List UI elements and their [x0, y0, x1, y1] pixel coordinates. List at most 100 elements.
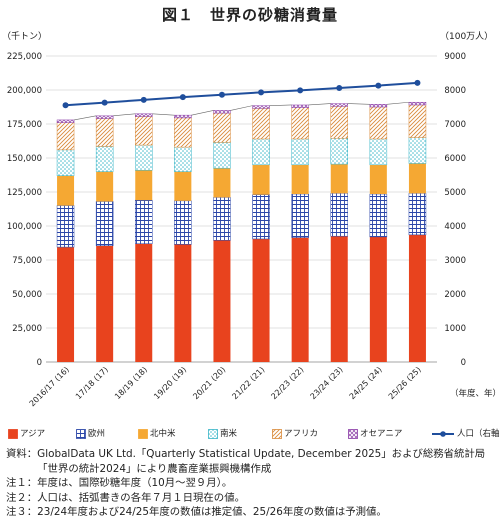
legend-label: アジア [20, 429, 46, 439]
right-tick-label: 1000 [444, 324, 466, 334]
total-connector-line [386, 101, 409, 105]
bar-segment-1-4 [213, 197, 231, 241]
stacked-bars [56, 101, 427, 362]
bar-segment-0-4 [213, 240, 231, 362]
total-connector-line [73, 115, 97, 121]
note-row: 注２： 人口は、括弧書きの各年７月１日現在の値。 [6, 491, 496, 506]
total-connector-line [269, 104, 292, 106]
note-key: 注１： [6, 477, 38, 490]
bar-segment-3-0 [56, 149, 75, 176]
note-text: 年度は、国際砂糖年度（10月～翌９月）。 [37, 477, 233, 490]
bar-segment-0-2 [135, 243, 153, 362]
note-text: GlobalData UK Ltd.「Quarterly Statistical… [37, 448, 486, 475]
right-tick-label: 4000 [444, 222, 466, 232]
right-tick-label: 3000 [444, 256, 466, 266]
right-tick-label: 0 [461, 358, 466, 368]
population-point [101, 99, 108, 106]
population-point [375, 82, 382, 89]
bar-segment-4-7 [330, 106, 348, 139]
bar-segment-4-8 [369, 106, 388, 140]
total-connector-line [191, 110, 214, 116]
bar-segment-5-5 [252, 105, 270, 109]
bar-segment-2-5 [252, 164, 270, 195]
note-key: 注３： [6, 506, 38, 519]
bar-segment-3-3 [174, 146, 192, 172]
population-line [65, 81, 418, 107]
population-point [336, 84, 343, 91]
legend-label: 北中米 [150, 429, 176, 439]
legend-swatch [348, 429, 358, 439]
population-point [297, 87, 304, 94]
bar-segment-0-1 [96, 245, 114, 362]
bar-segment-5-2 [135, 113, 153, 117]
bar-segment-1-7 [330, 193, 348, 237]
note-row: 注１： 年度は、国際砂糖年度（10月～翌９月）。 [6, 476, 496, 491]
population-point [62, 102, 69, 109]
right-tick-label: 9000 [444, 52, 466, 62]
left-tick-label: 125,000 [7, 188, 42, 198]
right-tick-label: 6000 [444, 154, 466, 164]
bar-segment-3-5 [252, 138, 270, 166]
bar-segment-5-3 [174, 114, 192, 119]
x-tick-label: 20/21 (20) [191, 365, 227, 401]
population-point [414, 79, 421, 86]
bar-segment-2-1 [96, 171, 114, 202]
bar-segment-5-1 [95, 115, 114, 119]
bar-segment-5-0 [56, 119, 75, 123]
bar-segment-4-1 [95, 118, 114, 147]
population-point [140, 96, 147, 103]
legend-label: オセアニア [360, 429, 403, 439]
bar-segment-5-4 [213, 110, 231, 114]
total-connector-line [113, 113, 136, 117]
bar-segment-1-5 [252, 194, 270, 240]
left-axis: 0 25,000 50,000 75,000 100,000 125,000 150,000… [7, 52, 42, 368]
legend-label: 南米 [220, 429, 238, 439]
left-tick-label: 175,000 [7, 120, 42, 130]
left-tick-label: 150,000 [7, 154, 42, 164]
bar-segment-1-6 [291, 193, 309, 238]
bar-segment-1-9 [408, 193, 427, 236]
bar-segment-4-2 [135, 116, 153, 146]
x-axis: 2016/17 (16) 17/18 (17) 18/19 (18) 19/20 (1… [28, 365, 423, 408]
bar-segment-0-6 [291, 237, 309, 362]
bar-segment-3-4 [213, 142, 231, 169]
legend: アジア 欧州 北中米 南米 アフリカ オセアニア 人口（右軸） [8, 428, 500, 442]
right-tick-label: 2000 [444, 290, 466, 300]
bar-segment-1-0 [56, 205, 75, 248]
bar-segment-4-9 [408, 104, 427, 138]
legend-swatch [76, 429, 86, 439]
x-tick-label: 17/18 (17) [74, 365, 110, 401]
x-tick-label: 23/24 (23) [309, 365, 345, 401]
bar-segment-1-2 [135, 199, 153, 244]
bar-segment-3-7 [330, 138, 348, 165]
x-tick-label: 22/23 (22) [269, 365, 305, 401]
total-connector-line [347, 103, 370, 105]
left-tick-label: 75,000 [12, 256, 42, 266]
left-tick-label: 0 [37, 358, 42, 368]
bar-segment-3-6 [291, 138, 309, 166]
bar-segment-5-9 [408, 101, 427, 106]
bar-segment-4-5 [252, 108, 270, 140]
note-key: 注２： [6, 491, 38, 504]
x-axis-unit: （年度、年） [450, 388, 500, 399]
legend-label: アフリカ [284, 429, 319, 439]
right-axis: 0 1000 2000 3000 4000 5000 6000 7000 8000 9000 [444, 52, 466, 368]
bar-segment-4-4 [213, 112, 231, 143]
bar-segment-0-9 [408, 234, 426, 362]
bar-segment-0-0 [57, 247, 75, 362]
left-tick-label: 100,000 [7, 222, 42, 232]
legend-label: 欧州 [88, 429, 106, 439]
right-tick-label: 8000 [444, 86, 466, 96]
bar-segment-2-8 [369, 164, 387, 195]
legend-swatch [272, 429, 282, 439]
x-tick-label: 24/25 (24) [348, 365, 384, 401]
population-point [258, 89, 265, 96]
note-row: 資料： GlobalData UK Ltd.「Quarterly Statisti… [6, 447, 496, 476]
note-text: 人口は、括弧書きの各年７月１日現在の値。 [37, 491, 245, 504]
bar-segment-2-4 [213, 168, 231, 198]
legend-swatch [208, 429, 218, 439]
left-tick-label: 225,000 [7, 52, 42, 62]
right-tick-label: 5000 [444, 188, 466, 198]
note-row: 注３： 23/24年度および24/25年度の数値は推定値、25/26年度の数値は予… [6, 505, 496, 520]
bar-segment-2-9 [408, 163, 426, 194]
